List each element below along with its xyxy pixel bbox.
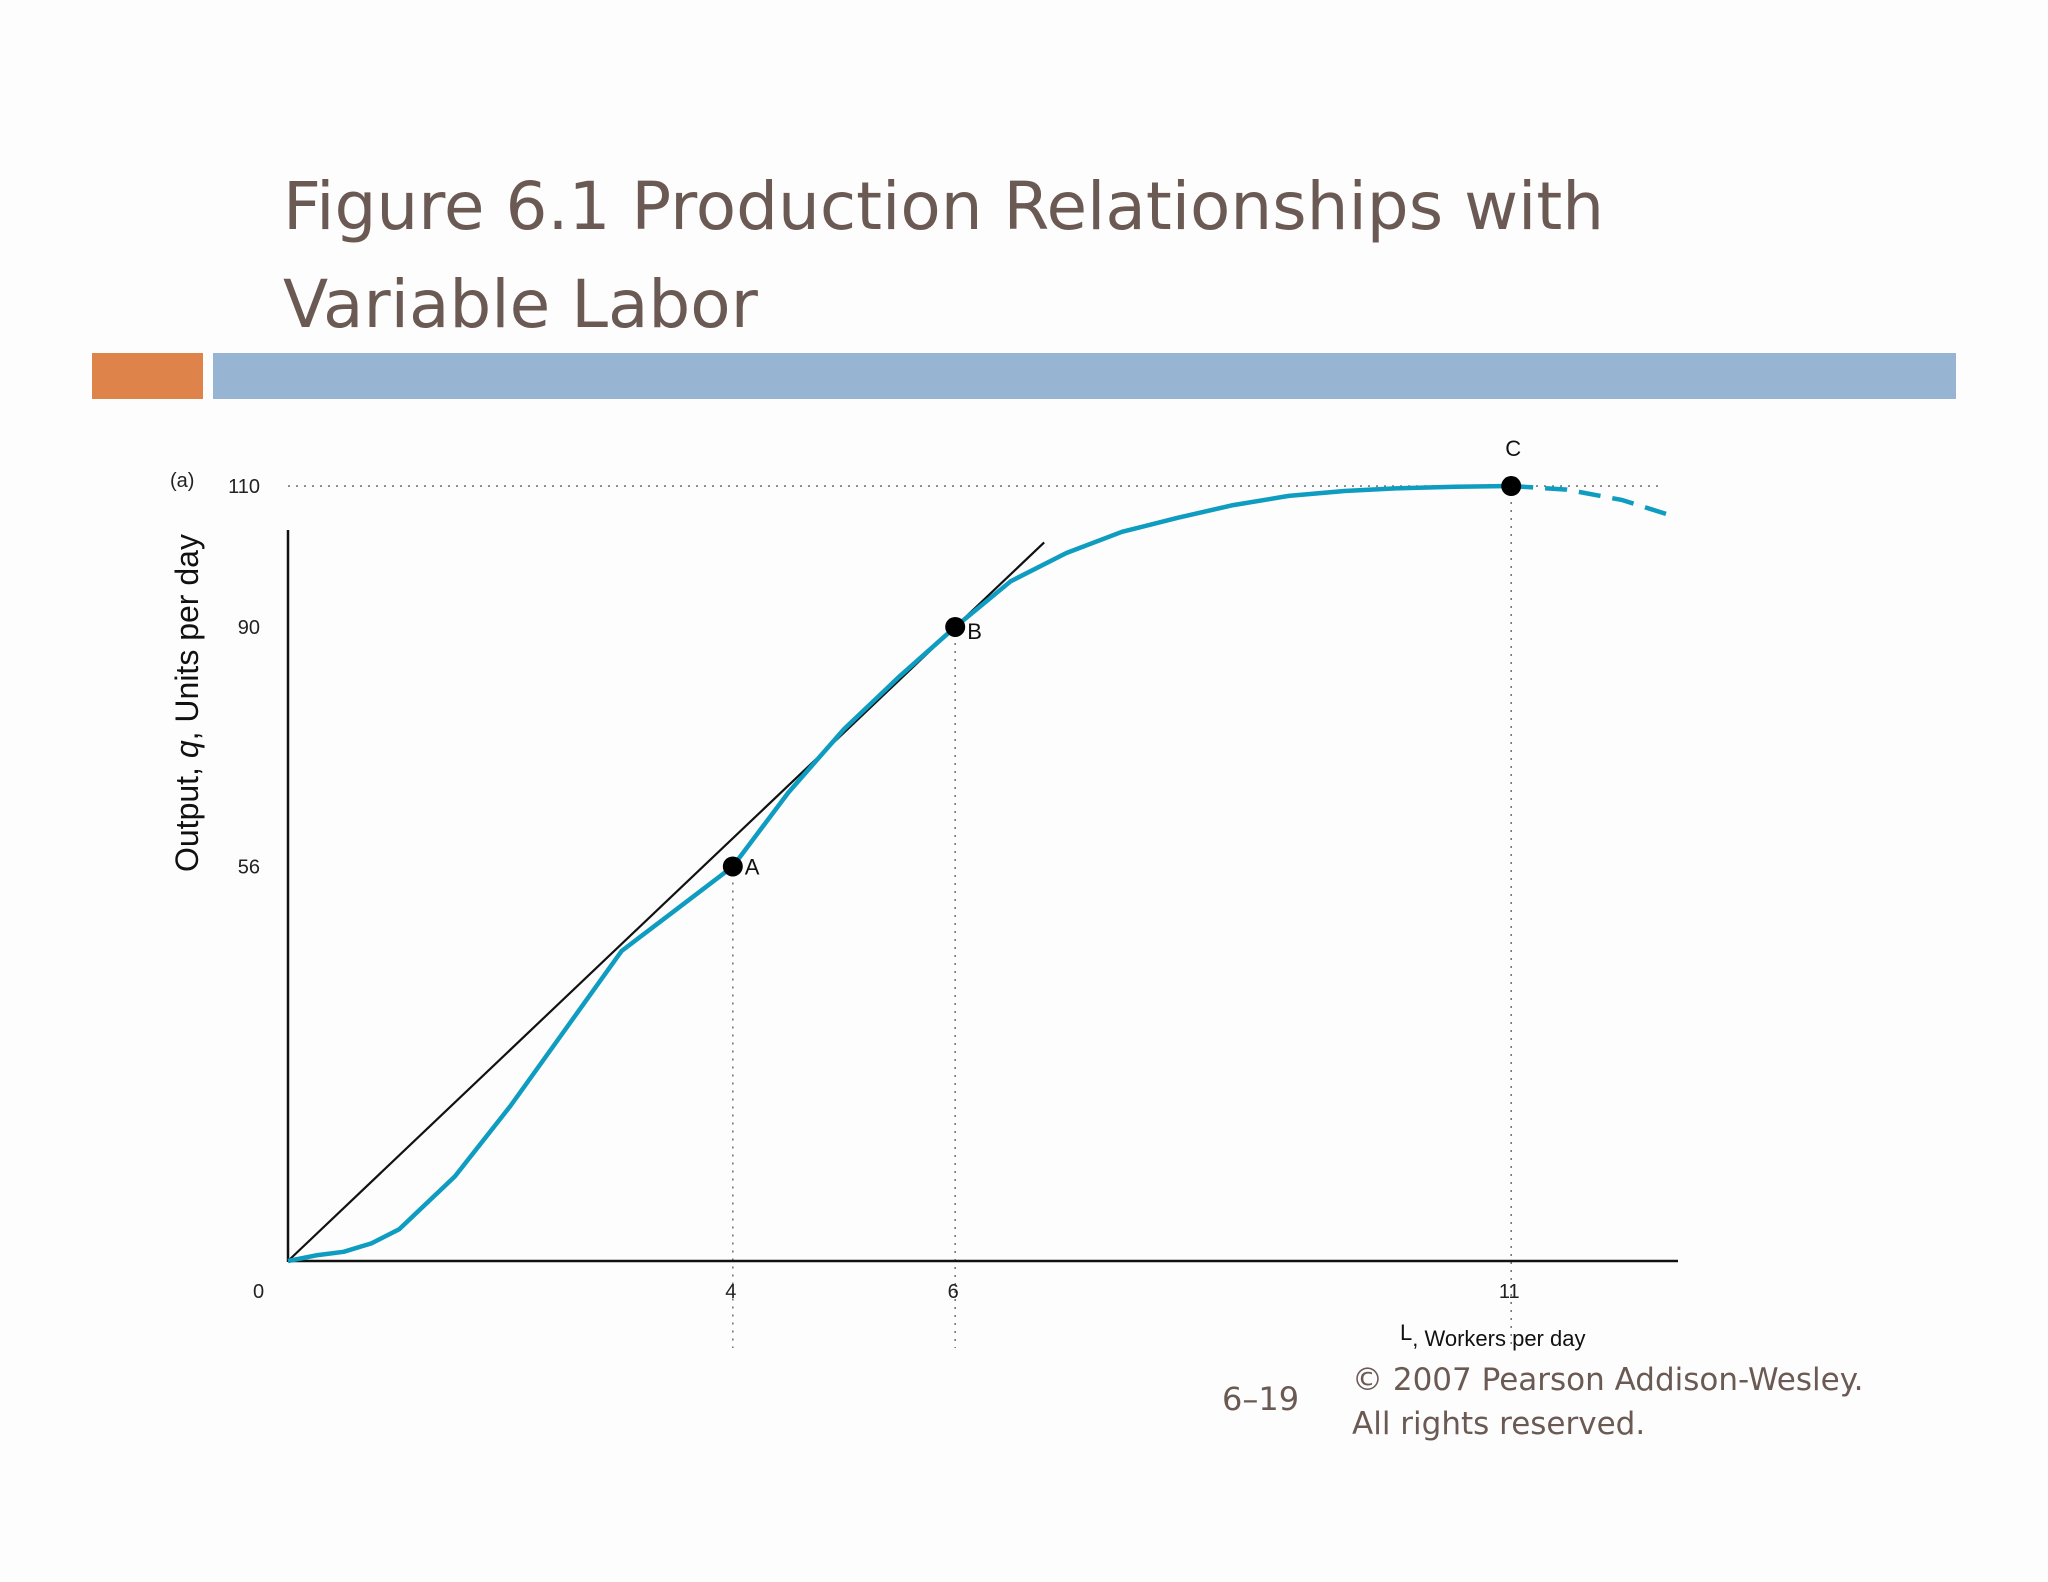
accent-bar (92, 353, 203, 399)
copyright-notice: © 2007 Pearson Addison-Wesley. All right… (1352, 1358, 2002, 1446)
point-c (1501, 476, 1522, 497)
point-a (722, 856, 743, 877)
point-label-a: A (745, 854, 760, 879)
y-axis-title-prefix: Output, (169, 758, 205, 872)
points: A B C (722, 436, 1522, 879)
slide-title-line-2: Variable Labor (283, 266, 758, 343)
x-tick-label: 11 (1499, 1281, 1520, 1303)
x-tick-label: 6 (948, 1281, 959, 1303)
y-axis-title-suffix: , Units per day (169, 534, 205, 740)
x-axis-title: L, Workers per day (1400, 1320, 1585, 1351)
tick-labels: 4 6 11 56 90 110 (228, 476, 1519, 1303)
origin-label: 0 (253, 1281, 264, 1303)
reference-lines (288, 485, 1660, 1348)
title-divider-bar (213, 353, 1956, 399)
x-axis-title-symbol: L (1400, 1320, 1412, 1345)
y-tick-label: 56 (238, 856, 260, 878)
y-tick-label: 90 (238, 617, 260, 639)
x-tick-label: 4 (725, 1281, 736, 1303)
copyright-line-2: All rights reserved. (1352, 1406, 1646, 1442)
point-label-c: C (1505, 436, 1521, 461)
slide-number: 6–19 (1222, 1380, 1300, 1418)
production-curve-dashed (1511, 483, 1668, 517)
point-label-b: B (967, 619, 982, 644)
y-axis-title: Output, q, Units per day (169, 534, 205, 872)
axes (286, 530, 1678, 1263)
production-curve-solid (287, 483, 1512, 1264)
point-b (945, 616, 966, 637)
x-axis-title-text: , Workers per day (1412, 1326, 1585, 1351)
slide-title: Figure 6.1 Production Relationships with… (283, 158, 1783, 354)
curve-layer (287, 483, 1668, 1264)
panel-label: (a) (170, 470, 194, 492)
y-tick-label: 110 (228, 476, 260, 498)
copyright-line-1: © 2007 Pearson Addison-Wesley. (1352, 1362, 1864, 1398)
slide-title-line-1: Figure 6.1 Production Relationships with (283, 168, 1605, 245)
y-axis-title-variable: q (169, 740, 205, 758)
